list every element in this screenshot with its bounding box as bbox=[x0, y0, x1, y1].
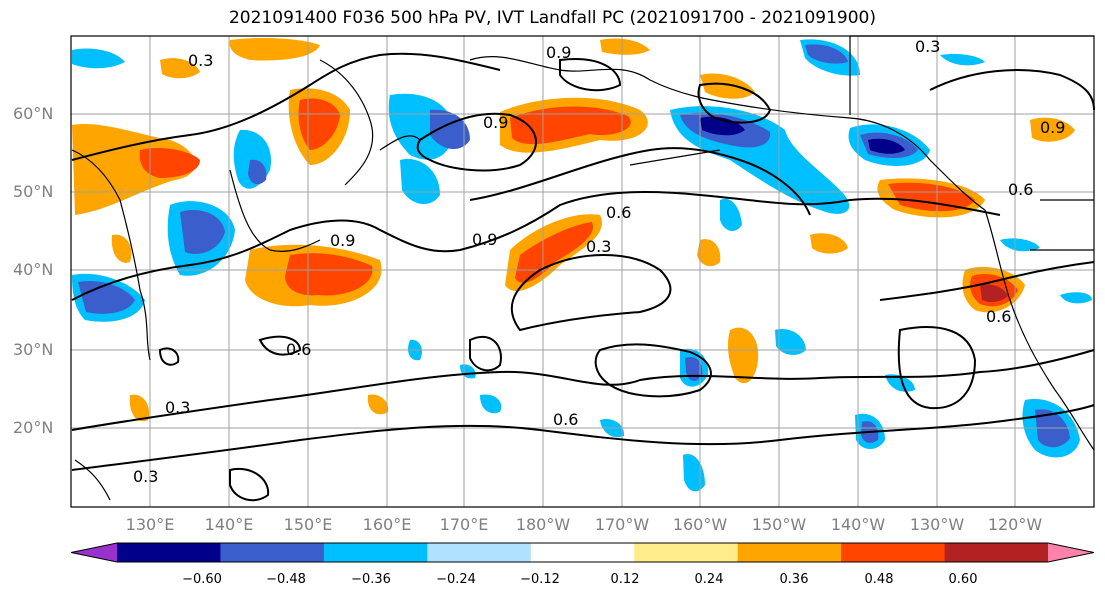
colorbar-tick-label: 0.36 bbox=[779, 572, 809, 587]
colorbar-tick-label: −0.36 bbox=[351, 572, 391, 587]
anomaly-blob bbox=[805, 44, 848, 64]
colorbar-segment bbox=[634, 543, 739, 562]
anomaly-blob bbox=[480, 394, 502, 414]
contour-label: 0.6 bbox=[1008, 180, 1033, 199]
lat-label: 20°N bbox=[13, 418, 54, 437]
anomaly-blob bbox=[1060, 292, 1092, 304]
contour-label: 0.3 bbox=[915, 37, 940, 56]
lon-label: 130°E bbox=[125, 515, 175, 534]
lon-label: 130°W bbox=[909, 515, 965, 534]
anomaly-blob bbox=[700, 73, 755, 99]
lat-label: 50°N bbox=[13, 182, 54, 201]
lat-label: 40°N bbox=[13, 260, 54, 279]
colorbar-segment bbox=[427, 543, 532, 562]
coastlines bbox=[71, 35, 1095, 501]
colorbar-tick-label: −0.48 bbox=[266, 572, 306, 587]
contour-label: 0.3 bbox=[165, 398, 190, 417]
contour-label: 0.3 bbox=[133, 467, 158, 486]
anomaly-blob bbox=[510, 106, 631, 145]
anomaly-blob bbox=[885, 374, 915, 392]
colorbar-tick-label: 0.60 bbox=[948, 572, 978, 587]
colorbar-tick-label: −0.12 bbox=[520, 572, 560, 587]
colorbar-extend-max bbox=[1048, 543, 1094, 562]
map-frame bbox=[70, 35, 1095, 508]
colorbar-tick-label: 0.12 bbox=[610, 572, 640, 587]
lon-label: 160°W bbox=[672, 515, 728, 534]
colorbar-tick-label: 0.48 bbox=[864, 572, 894, 587]
anomaly-blob bbox=[980, 284, 1008, 303]
anomaly-blob bbox=[229, 37, 320, 61]
lon-label: 140°E bbox=[204, 515, 254, 534]
lon-label: 120°W bbox=[987, 515, 1043, 534]
colorbar bbox=[70, 542, 1095, 563]
anomaly-blob bbox=[775, 329, 806, 355]
anomaly-blob bbox=[888, 182, 975, 212]
contour-label: 0.9 bbox=[330, 231, 355, 250]
lat-label: 60°N bbox=[13, 104, 54, 123]
colorbar-tick-label: 0.24 bbox=[694, 572, 724, 587]
colorbar-tick-label: −0.24 bbox=[436, 572, 476, 587]
anomaly-blob bbox=[72, 48, 125, 69]
anomaly-blob bbox=[727, 327, 759, 384]
anomaly-blob bbox=[285, 253, 373, 296]
anomaly-blob bbox=[515, 222, 593, 283]
contour-label: 0.6 bbox=[553, 410, 578, 429]
anomaly-blob bbox=[810, 233, 848, 254]
anomaly-blob bbox=[940, 53, 985, 66]
colorbar-segment bbox=[841, 543, 946, 562]
colorbar-outline bbox=[70, 542, 1095, 563]
anomaly-blob bbox=[129, 394, 150, 422]
contour-label: 0.9 bbox=[483, 113, 508, 132]
anomaly-blob bbox=[600, 38, 650, 55]
lon-label: 170°E bbox=[439, 515, 489, 534]
anomaly-blob bbox=[1030, 117, 1075, 142]
lon-label: 150°W bbox=[751, 515, 807, 534]
anomaly-blob bbox=[868, 138, 905, 154]
anomaly-blob bbox=[1000, 238, 1040, 252]
map-title: 2021091400 F036 500 hPa PV, IVT Landfall… bbox=[228, 8, 876, 28]
anomaly-blob bbox=[400, 159, 440, 205]
contour-label-group: 0.3 0.3 0.3 0.3 0.3 0.6 0.6 0.6 0.6 0.6 … bbox=[133, 37, 1065, 486]
lon-label: 150°E bbox=[283, 515, 333, 534]
colorbar-segment bbox=[737, 543, 842, 562]
colorbar-extend-min bbox=[71, 543, 117, 562]
colorbar-tick-label: −0.60 bbox=[182, 572, 222, 587]
anomaly-blob bbox=[78, 280, 135, 314]
contour-label: 0.6 bbox=[986, 307, 1011, 326]
lat-label: 30°N bbox=[13, 340, 54, 359]
lon-label: 160°E bbox=[362, 515, 412, 534]
lon-label: 140°W bbox=[830, 515, 886, 534]
anomaly-blob bbox=[298, 98, 340, 150]
anomaly-blob bbox=[248, 159, 267, 185]
colorbar-segment bbox=[117, 543, 221, 562]
anomaly-blob bbox=[111, 234, 132, 263]
ivt-contours bbox=[71, 52, 1095, 502]
lon-label: 170°W bbox=[594, 515, 650, 534]
anomaly-blob bbox=[697, 239, 721, 267]
colorbar-segment bbox=[220, 543, 325, 562]
anomaly-blob bbox=[180, 210, 225, 254]
anomaly-blob bbox=[139, 148, 200, 178]
contour-label: 0.9 bbox=[472, 230, 497, 249]
lon-label: 180°W bbox=[515, 515, 571, 534]
contour-label: 0.3 bbox=[188, 51, 213, 70]
colorbar-segment bbox=[323, 543, 428, 562]
anomaly-blob bbox=[367, 394, 389, 415]
contour-label: 0.6 bbox=[606, 203, 631, 222]
contour-label: 0.6 bbox=[286, 340, 311, 359]
anomaly-blob bbox=[160, 58, 200, 79]
anomaly-blob bbox=[720, 198, 742, 232]
contour-label: 0.9 bbox=[546, 43, 571, 62]
contour-label: 0.9 bbox=[1040, 118, 1065, 137]
colorbar-segment bbox=[530, 543, 635, 562]
contour-label: 0.3 bbox=[586, 237, 611, 256]
colorbar-segment bbox=[944, 543, 1049, 562]
